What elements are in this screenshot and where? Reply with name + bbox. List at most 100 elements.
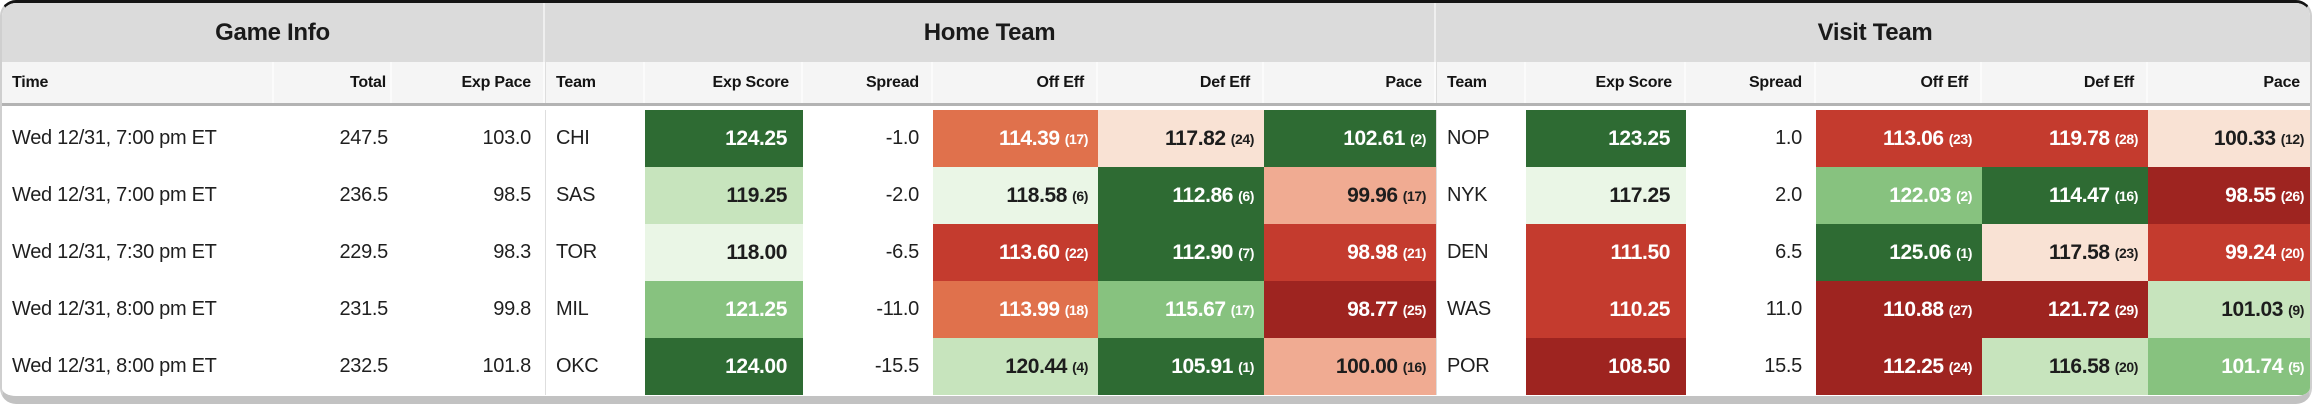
visit-pace-cell-rank: (20)	[2280, 244, 2305, 261]
home-off-eff-cell-value: 113.60	[999, 240, 1060, 264]
visit-off-eff-cell-rank: (23)	[1948, 130, 1973, 147]
visit-off-eff-cell-rank: (27)	[1948, 301, 1973, 318]
home-pace-cell-value: 100.00	[1335, 354, 1398, 378]
visit-exp-score-cell-value: 111.50	[1610, 240, 1670, 264]
column-header-home-off-eff: Off Eff	[933, 62, 1098, 103]
visit-def-eff-cell-value: 116.58	[2049, 354, 2110, 378]
home-team-cell: OKC	[545, 338, 645, 395]
visit-team-cell: POR	[1436, 338, 1526, 395]
home-pace-cell-rank: (16)	[1402, 358, 1427, 375]
home-spread-cell: -15.5	[874, 355, 919, 377]
table-row: Wed 12/31, 7:00 pm ET 247.5 103.0 CHI 124.25…	[2, 110, 2310, 167]
visit-off-eff-cell-rank: (1)	[1956, 244, 1972, 261]
home-def-eff-cell: 112.90 (7)	[1098, 224, 1264, 281]
column-header-visit-off-eff: Off Eff	[1816, 62, 1982, 103]
visit-pace-cell: 98.55 (26)	[2148, 167, 2310, 224]
visit-def-eff-cell: 119.78 (28)	[1982, 110, 2148, 167]
visit-def-eff-cell-rank: (16)	[2114, 187, 2139, 204]
game-exp-pace-cell: 99.8	[493, 298, 531, 320]
visit-pace-cell-rank: (26)	[2280, 187, 2305, 204]
visit-team-cell: NYK	[1436, 167, 1526, 224]
visit-def-eff-cell-rank: (20)	[2114, 358, 2139, 375]
table-row: Wed 12/31, 7:30 pm ET 229.5 98.3 TOR 118.00 -…	[2, 224, 2310, 281]
visit-def-eff-cell: 114.47 (16)	[1982, 167, 2148, 224]
home-team-cell: MIL	[545, 281, 645, 338]
group-header-visit-team: Visit Team	[1817, 18, 1933, 46]
home-off-eff-cell-rank: (18)	[1064, 301, 1089, 318]
column-header-visit-exp-score: Exp Score	[1526, 62, 1686, 103]
game-exp-pace-cell: 98.3	[493, 241, 531, 263]
home-team-cell: CHI	[545, 110, 645, 167]
visit-pace-cell: 100.33 (12)	[2148, 110, 2310, 167]
home-spread-cell: -6.5	[885, 241, 920, 263]
visit-exp-score-cell: 123.25	[1526, 110, 1686, 167]
group-header-home-team: Home Team	[545, 3, 1436, 62]
game-total-cell: 247.5	[339, 127, 388, 149]
group-header-row: Game Info Home Team Visit Team	[2, 3, 2310, 62]
visit-spread-cell: 15.5	[1764, 355, 1802, 377]
home-def-eff-cell-value: 115.67	[1165, 297, 1226, 321]
visit-exp-score-cell: 117.25	[1526, 167, 1686, 224]
table-row: Wed 12/31, 8:00 pm ET 231.5 99.8 MIL 121.25 -…	[2, 281, 2310, 338]
game-total-cell: 232.5	[339, 355, 388, 377]
home-spread-cell: -11.0	[876, 298, 919, 320]
home-def-eff-cell-rank: (1)	[1238, 358, 1254, 375]
home-pace-cell-value: 102.61	[1343, 126, 1406, 150]
visit-spread-cell: 6.5	[1775, 241, 1802, 263]
home-exp-score-cell-value: 121.25	[725, 297, 787, 321]
home-exp-score-cell-value: 124.00	[725, 354, 787, 378]
home-def-eff-cell-value: 112.86	[1172, 183, 1234, 207]
home-pace-cell-value: 99.96	[1347, 183, 1398, 207]
visit-spread-cell: 2.0	[1775, 184, 1802, 206]
visit-off-eff-cell-value: 125.06	[1889, 240, 1952, 264]
visit-exp-score-cell-value: 108.50	[1608, 354, 1670, 378]
visit-spread-cell: 11.0	[1765, 298, 1803, 320]
home-def-eff-cell: 117.82 (24)	[1098, 110, 1264, 167]
visit-off-eff-cell-value: 113.06	[1883, 126, 1944, 150]
column-header-home-def-eff: Def Eff	[1098, 62, 1264, 103]
visit-exp-score-cell-value: 117.25	[1609, 183, 1670, 207]
visit-def-eff-cell: 116.58 (20)	[1982, 338, 2148, 395]
column-header-exp-pace: Exp Pace	[392, 62, 545, 103]
visit-exp-score-cell-value: 123.25	[1608, 126, 1670, 150]
home-def-eff-cell-rank: (7)	[1238, 244, 1254, 261]
visit-def-eff-cell-value: 121.72	[2047, 297, 2110, 321]
column-header-visit-team: Team	[1436, 62, 1526, 103]
visit-def-eff-cell: 121.72 (29)	[1982, 281, 2148, 338]
visit-off-eff-cell: 113.06 (23)	[1816, 110, 1982, 167]
visit-pace-cell-rank: (12)	[2280, 130, 2305, 147]
home-pace-cell-value: 98.98	[1347, 240, 1398, 264]
home-def-eff-cell: 112.86 (6)	[1098, 167, 1264, 224]
game-exp-pace-cell: 101.8	[482, 355, 531, 377]
home-off-eff-cell-value: 114.39	[999, 126, 1060, 150]
home-pace-cell-rank: (17)	[1402, 187, 1427, 204]
visit-team-cell: DEN	[1436, 224, 1526, 281]
home-exp-score-cell-value: 119.25	[726, 183, 787, 207]
home-exp-score-cell-value: 118.00	[726, 240, 787, 264]
home-pace-cell: 99.96 (17)	[1264, 167, 1436, 224]
home-exp-score-cell: 119.25	[645, 167, 803, 224]
visit-off-eff-cell-rank: (2)	[1956, 187, 1972, 204]
home-def-eff-cell-rank: (17)	[1230, 301, 1255, 318]
home-off-eff-cell-rank: (22)	[1064, 244, 1089, 261]
home-off-eff-cell-value: 118.58	[1006, 183, 1068, 207]
visit-def-eff-cell-value: 117.58	[2049, 240, 2110, 264]
home-off-eff-cell-value: 113.99	[999, 297, 1060, 321]
home-pace-cell: 102.61 (2)	[1264, 110, 1436, 167]
visit-pace-cell-value: 98.55	[2225, 183, 2276, 207]
visit-pace-cell-value: 101.74	[2221, 354, 2284, 378]
home-pace-cell: 98.98 (21)	[1264, 224, 1436, 281]
visit-def-eff-cell-value: 119.78	[2049, 126, 2110, 150]
visit-def-eff-cell: 117.58 (23)	[1982, 224, 2148, 281]
game-exp-pace-cell: 103.0	[482, 127, 531, 149]
home-off-eff-cell-rank: (4)	[1072, 358, 1088, 375]
game-time-cell: Wed 12/31, 8:00 pm ET	[12, 355, 217, 377]
home-def-eff-cell: 115.67 (17)	[1098, 281, 1264, 338]
column-header-row: Time Total Exp Pace Team Exp Score Sprea…	[2, 62, 2310, 106]
visit-off-eff-cell-value: 112.25	[1883, 354, 1944, 378]
visit-pace-cell: 101.03 (9)	[2148, 281, 2310, 338]
column-header-home-exp-score: Exp Score	[645, 62, 803, 103]
home-exp-score-cell: 121.25	[645, 281, 803, 338]
visit-off-eff-cell-value: 110.88	[1883, 297, 1944, 321]
visit-exp-score-cell: 108.50	[1526, 338, 1686, 395]
